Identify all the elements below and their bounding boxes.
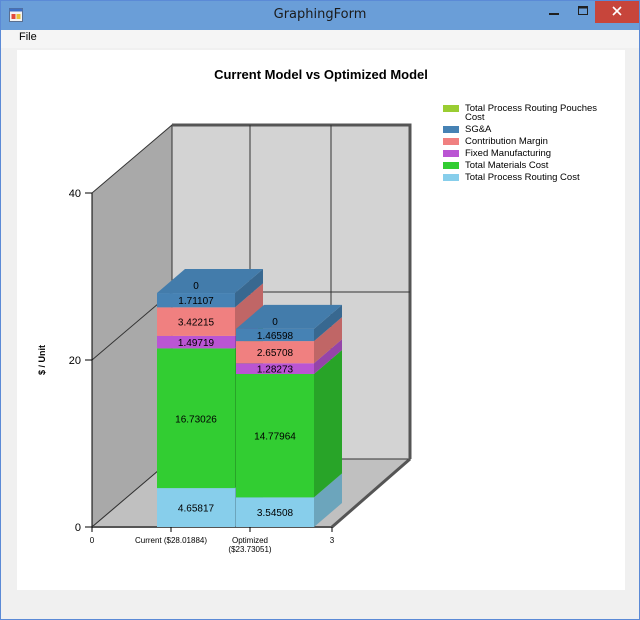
close-icon	[612, 6, 622, 16]
x-tick-label: ($23.73051)	[228, 545, 271, 554]
bar-data-label: 1.28273	[257, 365, 294, 376]
legend-label: Total Materials Cost	[465, 160, 549, 171]
bar-segment-side	[314, 339, 342, 374]
y-axis-label: $ / Unit	[37, 345, 47, 375]
bar-segment-front	[236, 341, 314, 364]
y-tick-label: 20	[69, 355, 81, 367]
bar-data-label: 4.65817	[178, 504, 215, 515]
app-icon	[9, 8, 23, 22]
bar-top-face	[236, 304, 342, 329]
bar-segment-side	[235, 283, 263, 336]
chart-legend: Total Process Routing PouchesCostSG&ACon…	[443, 103, 597, 183]
bar-top-face	[157, 269, 263, 294]
legend-label: Contribution Margin	[465, 136, 548, 147]
bar-segment-side	[314, 304, 342, 342]
bar-segment-front	[157, 307, 235, 336]
bar-segment-front	[236, 373, 314, 498]
bar-data-label: 1.71107	[178, 296, 214, 307]
bar-segment-front	[236, 363, 314, 374]
bar-data-label: 3.54508	[257, 508, 294, 519]
legend-swatch	[443, 174, 459, 181]
chart-title: Current Model vs Optimized Model	[214, 67, 428, 82]
x-tick-label: 3	[330, 536, 335, 545]
bar-segment-front	[236, 328, 314, 342]
bar-data-label: 14.77964	[254, 432, 296, 443]
bar-segment-side	[314, 317, 342, 364]
bar-data-label: 3.42215	[178, 318, 215, 329]
bar-data-label: 1.46598	[257, 331, 294, 342]
bar-segment-side	[314, 473, 342, 527]
menu-bar: File	[1, 30, 639, 48]
bar-data-label: 1.49719	[178, 338, 215, 349]
legend-label: SG&A	[465, 124, 492, 135]
chart-floor-edge	[331, 457, 411, 529]
chart-panel: 4.65817 16.73026 1.49719 3.42215 1.71107 0 3.5…	[17, 50, 625, 590]
maximize-icon	[578, 6, 588, 15]
maximize-button[interactable]	[568, 1, 598, 23]
minimize-button[interactable]	[539, 1, 569, 23]
x-tick-label: Optimized	[232, 536, 268, 545]
legend-label: Fixed Manufacturing	[465, 148, 551, 159]
legend-swatch	[443, 138, 459, 145]
y-tick-label: 0	[75, 522, 81, 534]
x-tick-label: Current ($28.01884)	[135, 536, 207, 545]
window-title: GraphingForm	[273, 7, 367, 22]
x-tick-label: 0	[90, 536, 95, 545]
legend-label: Total Process Routing Cost	[465, 172, 580, 183]
legend-swatch	[443, 150, 459, 157]
bar-segment-front	[157, 488, 235, 527]
bar-segment-side	[314, 349, 342, 498]
y-tick-label: 40	[69, 188, 81, 200]
close-button[interactable]	[595, 1, 639, 23]
bar-data-label: 0	[193, 281, 199, 292]
title-bar[interactable]: GraphingForm	[1, 1, 639, 30]
bar-segment-front	[157, 293, 235, 308]
minimize-icon	[549, 13, 559, 15]
bar-segment-front	[157, 348, 235, 489]
bar-segment-front	[236, 497, 314, 527]
bar-data-label: 16.73026	[175, 414, 217, 425]
stacked-3d-bar-chart: 4.65817 16.73026 1.49719 3.42215 1.71107 0 3.5…	[37, 67, 597, 554]
bar-segment-side	[235, 269, 263, 308]
menu-file[interactable]: File	[19, 31, 37, 43]
bar-data-label: 2.65708	[257, 348, 294, 359]
chart-wall-edge	[172, 123, 412, 459]
bar-segment-front	[157, 335, 235, 349]
legend-swatch	[443, 105, 459, 112]
legend-label: Total Process Routing Pouches	[465, 103, 597, 114]
legend-swatch	[443, 162, 459, 169]
bar-data-label: 0	[272, 317, 278, 328]
legend-label: Cost	[465, 112, 485, 123]
legend-swatch	[443, 126, 459, 133]
